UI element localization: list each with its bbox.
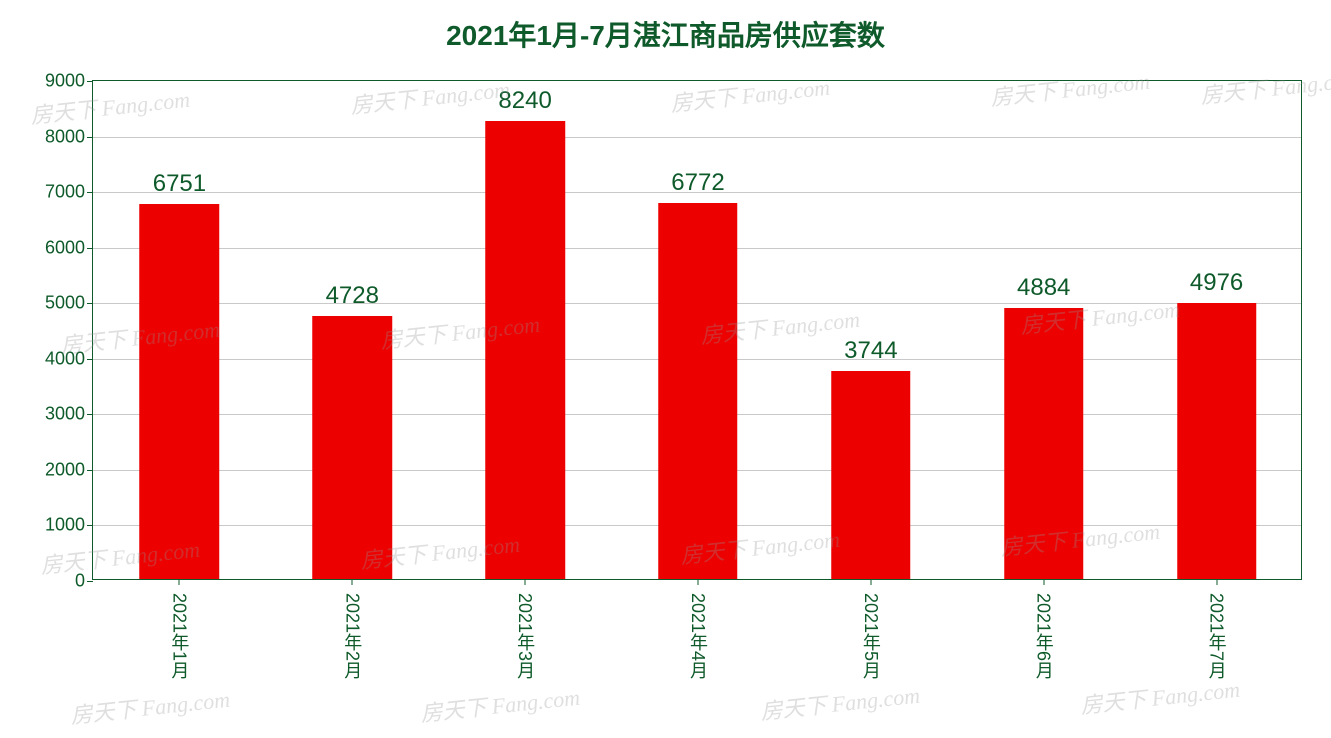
y-tick-label: 1000: [45, 515, 93, 536]
x-tick-mark: [870, 579, 871, 585]
y-tick-label: 3000: [45, 404, 93, 425]
bar: 6751: [140, 204, 220, 579]
bar: 4884: [1004, 308, 1084, 579]
bar-value-label: 3744: [844, 337, 897, 365]
x-tick-mark: [525, 579, 526, 585]
bar-group: 82402021年3月: [439, 81, 612, 579]
bar: 8240: [485, 121, 565, 579]
y-tick-label: 2000: [45, 459, 93, 480]
bar-group: 67512021年1月: [93, 81, 266, 579]
bar: 6772: [658, 203, 738, 579]
x-tick-label: 2021年2月: [339, 593, 365, 679]
x-tick-mark: [697, 579, 698, 585]
y-tick-label: 5000: [45, 293, 93, 314]
bar-group: 37442021年5月: [784, 81, 957, 579]
y-tick-label: 4000: [45, 348, 93, 369]
x-tick-label: 2021年4月: [685, 593, 711, 679]
y-tick-label: 9000: [45, 71, 93, 92]
x-tick-label: 2021年5月: [858, 593, 884, 679]
bar-value-label: 8240: [498, 87, 551, 115]
x-tick-mark: [1043, 579, 1044, 585]
bar: 3744: [831, 371, 911, 579]
y-tick-label: 6000: [45, 237, 93, 258]
x-tick-label: 2021年7月: [1204, 593, 1230, 679]
x-tick-label: 2021年6月: [1031, 593, 1057, 679]
y-tick-label: 8000: [45, 126, 93, 147]
bar-value-label: 4884: [1017, 274, 1070, 302]
y-tick-label: 7000: [45, 182, 93, 203]
bar-value-label: 4976: [1190, 269, 1243, 297]
chart-title: 2021年1月-7月湛江商品房供应套数: [0, 0, 1331, 62]
plot-area: 0100020003000400050006000700080009000675…: [92, 80, 1302, 580]
bar-value-label: 4728: [326, 282, 379, 310]
bar-value-label: 6772: [671, 169, 724, 197]
bar: 4728: [313, 316, 393, 579]
x-tick-mark: [1216, 579, 1217, 585]
y-tick-label: 0: [75, 571, 93, 592]
x-tick-mark: [179, 579, 180, 585]
x-tick-label: 2021年1月: [166, 593, 192, 679]
chart-container: 2021年1月-7月湛江商品房供应套数 01000200030004000500…: [0, 0, 1331, 738]
bar-group: 47282021年2月: [266, 81, 439, 579]
bar-value-label: 6751: [153, 170, 206, 198]
bar-group: 48842021年6月: [957, 81, 1130, 579]
x-tick-label: 2021年3月: [512, 593, 538, 679]
x-tick-mark: [352, 579, 353, 585]
bar-group: 67722021年4月: [612, 81, 785, 579]
bar: 4976: [1177, 303, 1257, 579]
bar-group: 49762021年7月: [1130, 81, 1303, 579]
